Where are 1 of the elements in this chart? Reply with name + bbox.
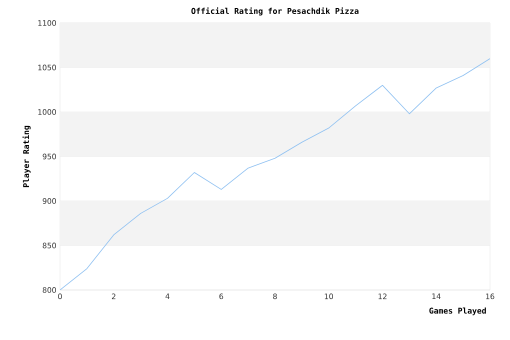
line-series xyxy=(60,58,490,290)
